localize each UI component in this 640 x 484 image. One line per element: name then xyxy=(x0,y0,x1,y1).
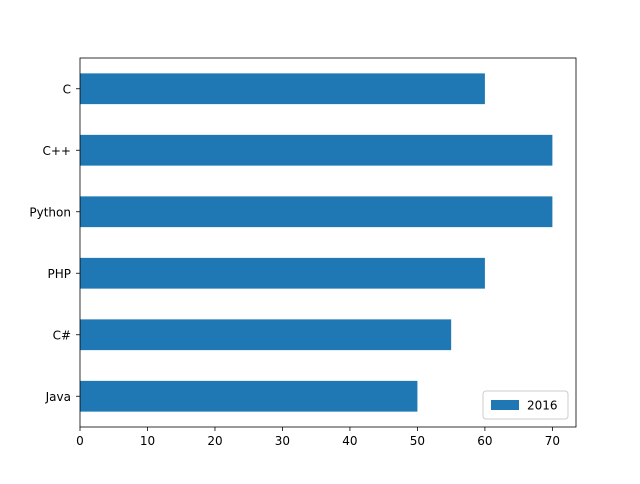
y-tick-label: Python xyxy=(29,205,71,219)
x-tick-label: 60 xyxy=(477,434,492,448)
plot-area-border xyxy=(79,57,577,428)
x-tick-label: 20 xyxy=(207,434,222,448)
y-tick-label: C++ xyxy=(43,144,72,158)
x-tick-label: 10 xyxy=(140,434,155,448)
bar-c- xyxy=(80,319,452,351)
y-axis: Java C# PHP Python C++ C xyxy=(29,82,80,404)
x-tick-label: 0 xyxy=(76,434,84,448)
axes-frame xyxy=(79,57,577,428)
y-tick-label: C xyxy=(63,82,71,96)
x-tick-label: 70 xyxy=(545,434,560,448)
x-tick-label: 50 xyxy=(410,434,425,448)
legend-swatch xyxy=(491,400,519,410)
y-tick-label: PHP xyxy=(48,267,72,281)
legend-box xyxy=(482,390,569,420)
x-tick-label: 40 xyxy=(342,434,357,448)
x-tick-label: 30 xyxy=(275,434,290,448)
x-axis: 0 10 20 30 40 50 60 70 xyxy=(76,427,560,448)
legend: 2016 xyxy=(482,390,569,420)
bars-layer xyxy=(80,73,553,412)
bar-java xyxy=(80,380,418,412)
y-tick-label: C# xyxy=(53,328,71,342)
bar-c xyxy=(80,73,485,105)
bar-c- xyxy=(80,134,553,166)
bar-php xyxy=(80,257,485,289)
bar-python xyxy=(80,196,553,228)
legend-label: 2016 xyxy=(527,399,558,413)
y-tick-label: Java xyxy=(45,390,71,404)
